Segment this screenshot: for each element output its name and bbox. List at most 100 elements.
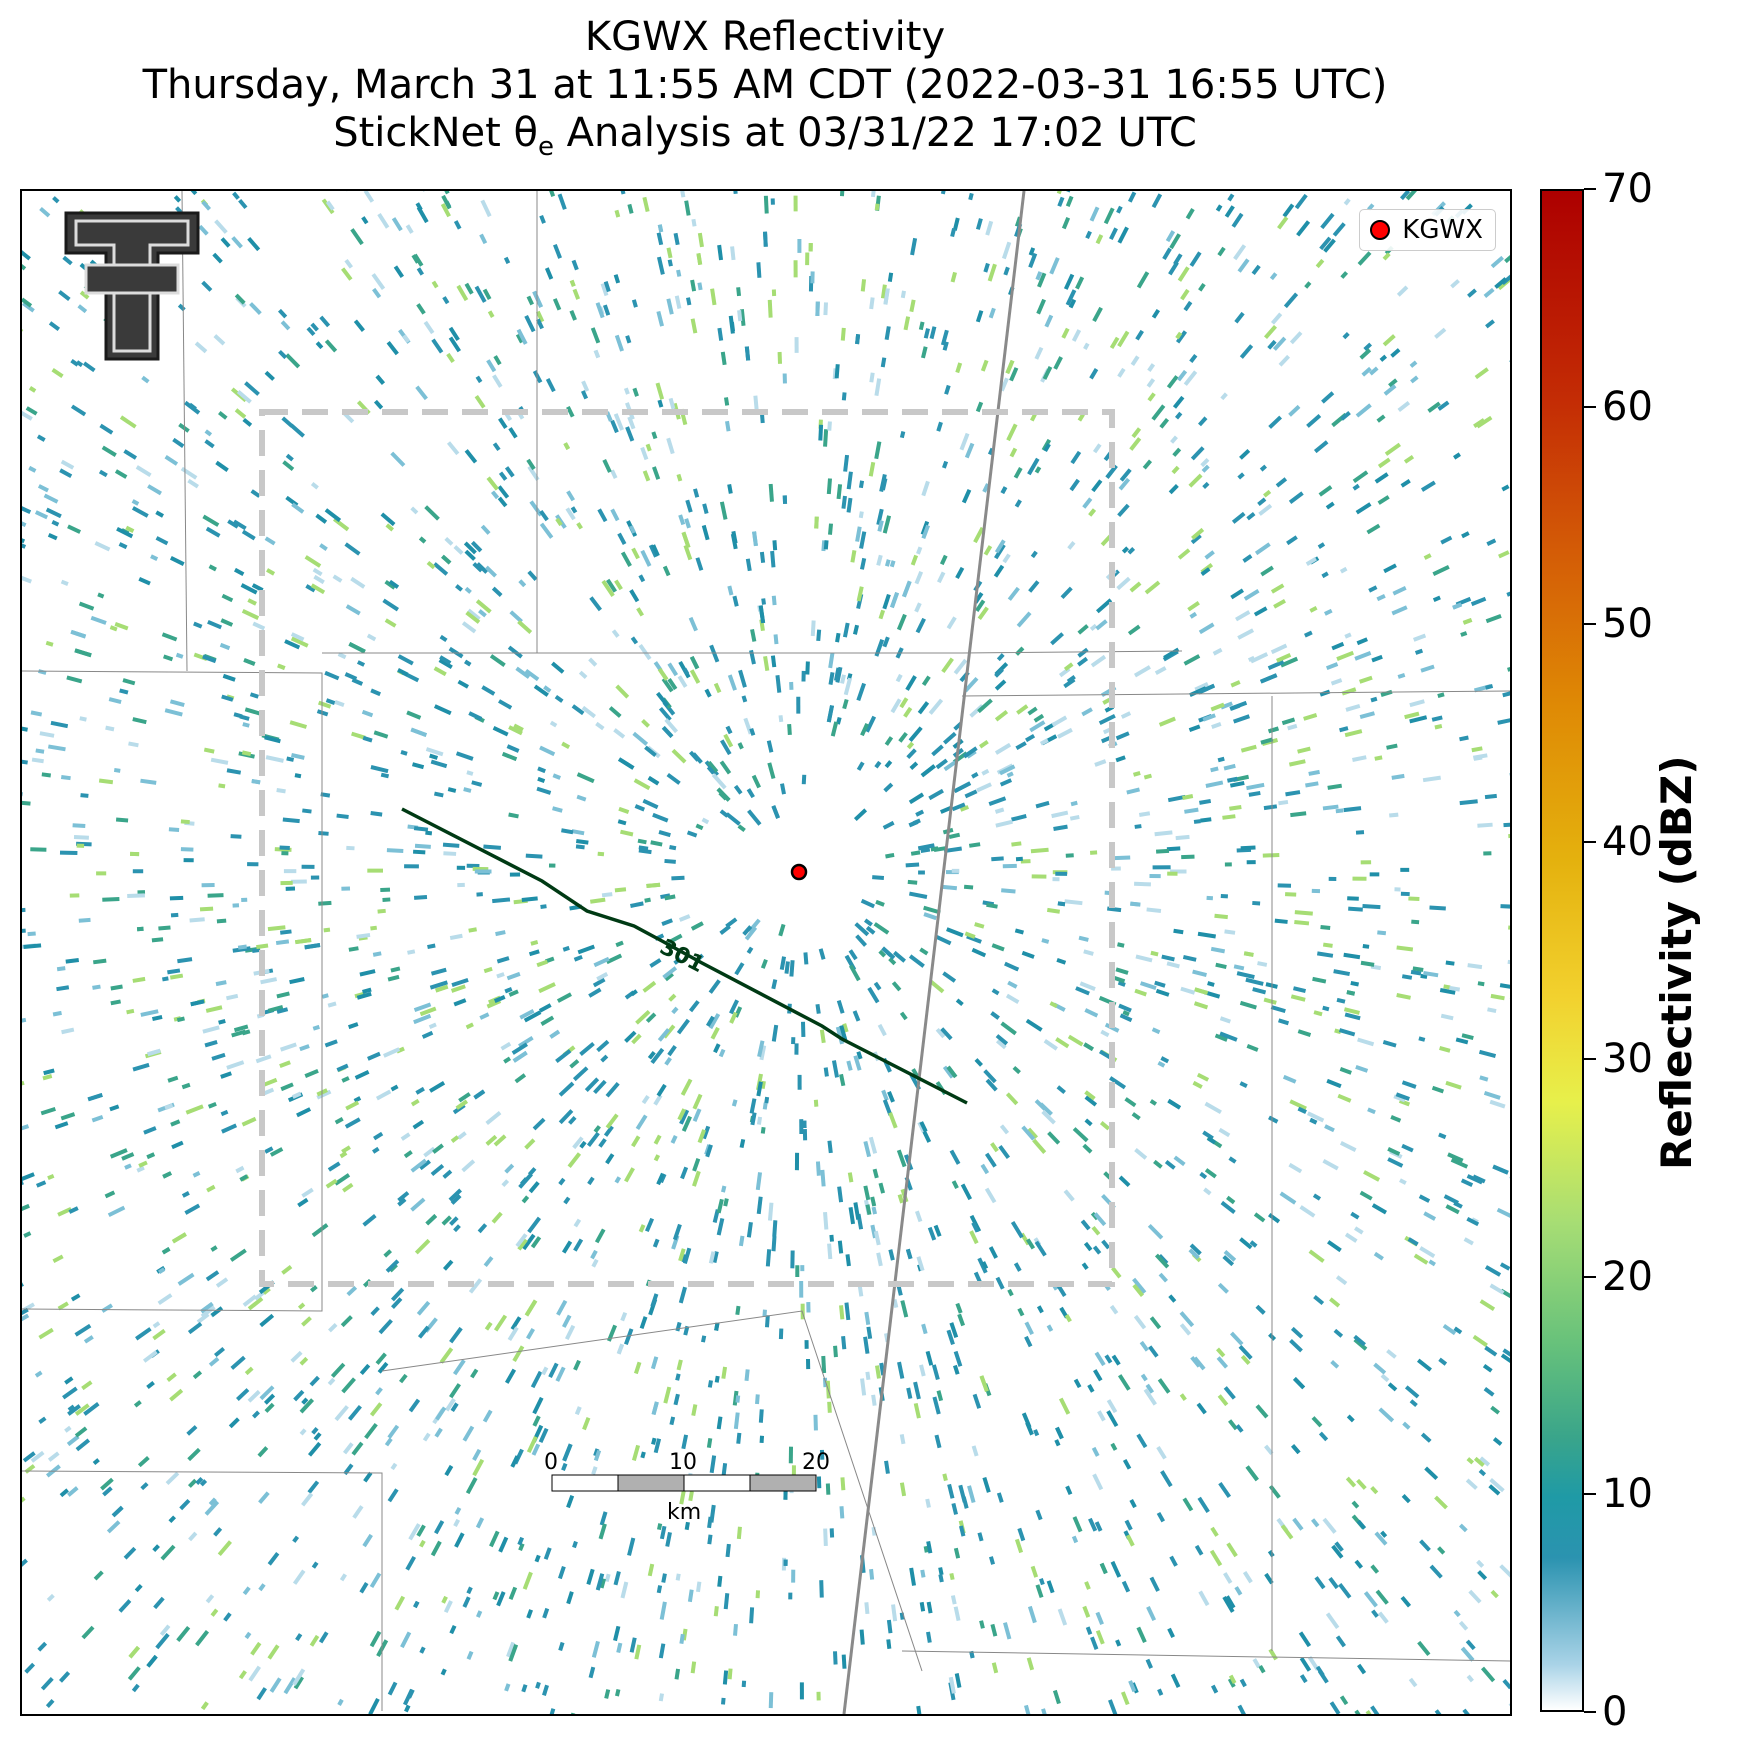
reflectivity-gate bbox=[1116, 576, 1131, 591]
reflectivity-gate bbox=[877, 520, 884, 532]
reflectivity-gate bbox=[1340, 411, 1351, 421]
reflectivity-gate bbox=[721, 1366, 728, 1379]
reflectivity-gate bbox=[697, 282, 703, 291]
reflectivity-gate bbox=[1453, 1326, 1463, 1335]
reflectivity-gate bbox=[1144, 580, 1161, 595]
reflectivity-gate bbox=[561, 828, 574, 835]
reflectivity-gate bbox=[977, 1532, 984, 1542]
reflectivity-gate bbox=[655, 382, 665, 400]
reflectivity-gate bbox=[1167, 1627, 1175, 1639]
reflectivity-gate bbox=[348, 946, 359, 952]
reflectivity-gate bbox=[517, 1238, 528, 1251]
reflectivity-gate bbox=[800, 1265, 805, 1272]
reflectivity-gate bbox=[915, 617, 926, 634]
reflectivity-gate bbox=[856, 682, 866, 702]
reflectivity-gate bbox=[1343, 806, 1362, 813]
reflectivity-gate bbox=[975, 599, 986, 612]
reflectivity-gate bbox=[1267, 659, 1285, 671]
reflectivity-gate bbox=[1239, 1081, 1248, 1088]
reflectivity-gate bbox=[1117, 503, 1130, 518]
reflectivity-gate bbox=[1442, 1323, 1457, 1336]
reflectivity-gate bbox=[1315, 1665, 1325, 1677]
reflectivity-gate bbox=[667, 933, 683, 945]
reflectivity-gate bbox=[1188, 724, 1201, 732]
reflectivity-gate bbox=[147, 484, 162, 496]
reflectivity-gate bbox=[1387, 1157, 1404, 1168]
radar-map[interactable]: 301 0 10 20 km KGWX bbox=[20, 189, 1512, 1716]
reflectivity-gate bbox=[195, 1476, 204, 1485]
reflectivity-gate bbox=[466, 863, 480, 869]
reflectivity-gate bbox=[1350, 1211, 1360, 1220]
reflectivity-gate bbox=[1447, 1152, 1464, 1163]
reflectivity-gate bbox=[855, 334, 861, 345]
reflectivity-gate bbox=[138, 1160, 148, 1168]
reflectivity-gate bbox=[232, 191, 240, 200]
reflectivity-gate bbox=[508, 427, 518, 439]
reflectivity-gate bbox=[794, 337, 799, 353]
reflectivity-gate bbox=[249, 302, 262, 315]
reflectivity-gate bbox=[841, 392, 847, 401]
reflectivity-gate bbox=[325, 200, 335, 211]
reflectivity-gate bbox=[1439, 1046, 1451, 1053]
reflectivity-gate bbox=[935, 758, 948, 770]
reflectivity-gate bbox=[841, 1654, 847, 1669]
reflectivity-gate bbox=[1239, 1678, 1247, 1688]
reflectivity-gate bbox=[688, 1491, 694, 1502]
reflectivity-gate bbox=[506, 971, 521, 981]
reflectivity-gate bbox=[1170, 435, 1178, 444]
reflectivity-gate bbox=[696, 1581, 702, 1593]
reflectivity-gate bbox=[908, 891, 928, 899]
reflectivity-gate bbox=[673, 232, 680, 246]
reflectivity-gate bbox=[131, 499, 140, 506]
reflectivity-gate bbox=[638, 848, 652, 855]
reflectivity-gate bbox=[875, 1365, 881, 1379]
reflectivity-gate bbox=[532, 1415, 541, 1427]
reflectivity-gate bbox=[1113, 855, 1131, 861]
reflectivity-gate bbox=[199, 906, 214, 912]
reflectivity-gate bbox=[1371, 654, 1383, 663]
reflectivity-gate bbox=[671, 748, 687, 764]
reflectivity-gate bbox=[1355, 403, 1372, 418]
reflectivity-gate bbox=[701, 817, 710, 825]
reflectivity-gate bbox=[859, 557, 867, 570]
reflectivity-gate bbox=[570, 506, 578, 514]
reflectivity-gate bbox=[882, 636, 890, 648]
reflectivity-gate bbox=[517, 1536, 525, 1546]
reflectivity-gate bbox=[321, 993, 329, 999]
reflectivity-gate bbox=[442, 296, 450, 305]
reflectivity-gate bbox=[1269, 272, 1278, 281]
reflectivity-gate bbox=[802, 1120, 807, 1129]
reflectivity-gate bbox=[1143, 773, 1152, 780]
reflectivity-gate bbox=[1228, 1419, 1238, 1431]
reflectivity-gate bbox=[59, 1671, 71, 1683]
reflectivity-gate bbox=[853, 1055, 862, 1071]
reflectivity-gate bbox=[92, 958, 107, 965]
reflectivity-gate bbox=[964, 789, 978, 799]
reflectivity-gate bbox=[1288, 404, 1301, 417]
reflectivity-gate bbox=[951, 868, 960, 873]
reflectivity-gate bbox=[269, 1677, 282, 1693]
reflectivity-gate bbox=[615, 684, 630, 699]
reflectivity-gate bbox=[282, 817, 300, 824]
reflectivity-gate bbox=[127, 893, 145, 899]
reflectivity-gate bbox=[1005, 993, 1020, 1004]
reflectivity-gate bbox=[882, 593, 891, 610]
reflectivity-gate bbox=[519, 1008, 535, 1020]
reflectivity-gate bbox=[1322, 1158, 1339, 1171]
reflectivity-gate bbox=[788, 1446, 794, 1464]
reflectivity-gate bbox=[1172, 447, 1182, 457]
reflectivity-gate bbox=[656, 691, 670, 707]
scale-bar: 0 10 20 km bbox=[544, 1450, 830, 1525]
reflectivity-gate bbox=[884, 326, 891, 341]
reflectivity-gate bbox=[280, 1082, 294, 1092]
reflectivity-gate bbox=[1401, 1080, 1417, 1089]
reflectivity-gate bbox=[707, 1380, 713, 1388]
reflectivity-gate bbox=[383, 1249, 392, 1258]
reflectivity-gate bbox=[22, 301, 35, 313]
reflectivity-gate bbox=[304, 1068, 319, 1078]
reflectivity-gate bbox=[863, 1140, 872, 1158]
reflectivity-gate bbox=[1311, 1416, 1323, 1428]
reflectivity-gate bbox=[597, 508, 608, 523]
reflectivity-gate bbox=[131, 1683, 140, 1693]
reflectivity-gate bbox=[1090, 1636, 1099, 1650]
